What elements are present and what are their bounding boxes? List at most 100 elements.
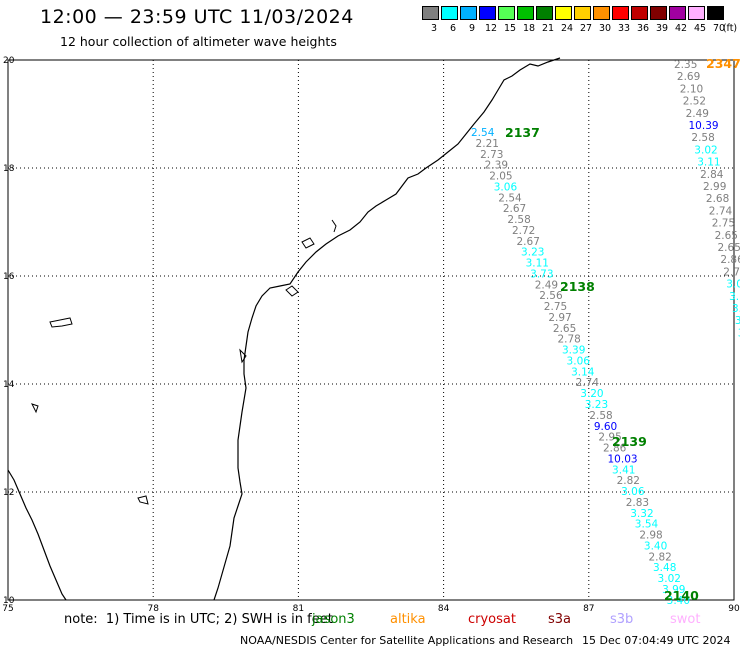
legend-swatch [422, 6, 439, 20]
swh-value: 2.72 [512, 225, 535, 237]
lon-tick-label: 81 [293, 604, 304, 614]
swh-value: 3.1 [729, 291, 740, 303]
legend-label: 9 [468, 23, 476, 34]
legend-swatch [669, 6, 686, 20]
swh-value: 3.32 [630, 508, 653, 520]
legend-swatch [688, 6, 705, 20]
legend-label: 18 [522, 23, 536, 34]
pass-label: 2137 [505, 125, 540, 140]
swh-value: 2.65 [715, 230, 738, 242]
coastline-west [7, 469, 67, 601]
swh-value: 3. [732, 303, 740, 315]
legend-label: 27 [579, 23, 593, 34]
legend-swatch [631, 6, 648, 20]
swh-value: 2.78 [557, 334, 580, 346]
note-text: note: 1) Time is in UTC; 2) SWH is in fe… [64, 612, 333, 627]
swh-value: 2.97 [548, 312, 571, 324]
satellite-label: swot [670, 612, 701, 627]
swh-value: 2.84 [700, 169, 724, 181]
legend-label: 24 [560, 23, 574, 34]
swh-value: 3.02 [658, 573, 681, 585]
pass-label: 2140 [664, 588, 699, 603]
island [49, 317, 73, 328]
swh-value: 2.75 [544, 301, 567, 313]
swh-value: 2.58 [691, 132, 714, 144]
swh-value: 2.74 [709, 205, 733, 217]
swh-value: 3.48 [653, 562, 676, 574]
legend-label: 33 [617, 23, 631, 34]
legend-swatch [479, 6, 496, 20]
lat-tick-label: 10 [3, 596, 15, 606]
swh-value: 3.06 [621, 486, 645, 498]
lat-tick-label: 20 [3, 56, 15, 66]
legend-label: 36 [636, 23, 650, 34]
legend-label: 45 [693, 23, 707, 34]
pass-label: 2138 [560, 279, 595, 294]
swh-value: 3.11 [697, 157, 720, 169]
legend-swatch [498, 6, 515, 20]
swh-value: 2.98 [639, 530, 662, 542]
satellite-label: cryosat [468, 612, 516, 627]
swh-value: 3.40 [644, 540, 667, 552]
legend-label: 21 [541, 23, 555, 34]
legend-label: 3 [430, 23, 438, 34]
swh-value: 2.52 [683, 96, 706, 108]
swh-value: 3.0 [726, 279, 740, 291]
swh-value: 3.06 [494, 181, 518, 193]
swh-value: 2.54 [471, 127, 495, 139]
swh-value: 2.65 [553, 323, 576, 335]
swh-value: 2.67 [503, 203, 526, 215]
swh-value: 2.70 [723, 266, 740, 278]
swh-value: 2.86 [720, 254, 740, 266]
swh-value: 2.99 [703, 181, 726, 193]
legend-unit: (ft) [722, 23, 738, 34]
lat-tick-label: 18 [3, 164, 15, 174]
swh-value: 2.49 [535, 279, 558, 291]
swh-value: 2.10 [680, 83, 703, 95]
swh-value: 2.49 [686, 108, 709, 120]
legend-label: 6 [449, 23, 457, 34]
swh-value: 2.73 [480, 149, 503, 161]
swh-value: 3.23 [585, 399, 608, 411]
swh-value: 2.56 [539, 290, 563, 302]
map-subtitle: 12 hour collection of altimeter wave hei… [60, 34, 337, 49]
swh-value: 2.69 [677, 71, 700, 83]
swh-value: 3.39 [562, 345, 585, 357]
swh-value: 9.60 [594, 421, 617, 433]
lon-tick-label: 90 [728, 604, 740, 614]
swh-value: 2.68 [706, 193, 729, 205]
swh-value: 3. [735, 315, 740, 327]
coastline [213, 57, 561, 601]
swh-value: 2.83 [626, 497, 649, 509]
swh-value: 3.14 [571, 366, 595, 378]
swh-value: 2.86 [603, 443, 627, 455]
grid-lines [8, 60, 734, 600]
legend-swatch [441, 6, 458, 20]
legend-label: 30 [598, 23, 612, 34]
legend-swatch [650, 6, 667, 20]
island [285, 285, 299, 297]
swh-value: 10.39 [689, 120, 719, 132]
satellite-label: altika [390, 612, 426, 627]
map-title: 12:00 — 23:59 UTC 11/03/2024 [40, 6, 354, 28]
legend-swatch [517, 6, 534, 20]
swh-value: 3.99 [662, 584, 685, 596]
lon-tick-label: 84 [438, 604, 450, 614]
lon-tick-label: 87 [583, 604, 594, 614]
swh-value: 3.73 [530, 268, 553, 280]
island [239, 348, 247, 364]
lat-tick-label: 14 [3, 380, 15, 390]
swh-value: 10.03 [608, 453, 638, 465]
swh-value: 2.65 [718, 242, 740, 254]
legend-label: 39 [655, 23, 669, 34]
legend-swatch [707, 6, 724, 20]
pass-label: 2139 [612, 434, 647, 449]
satellite-label: s3a [548, 612, 572, 627]
swh-value: 2.54 [498, 192, 522, 204]
swh-value: 2.58 [507, 214, 530, 226]
swh-value: 2.95 [598, 432, 621, 444]
swh-value: 3.02 [694, 144, 717, 156]
lon-tick-label: 75 [2, 604, 13, 614]
swh-value: 2.82 [617, 475, 640, 487]
